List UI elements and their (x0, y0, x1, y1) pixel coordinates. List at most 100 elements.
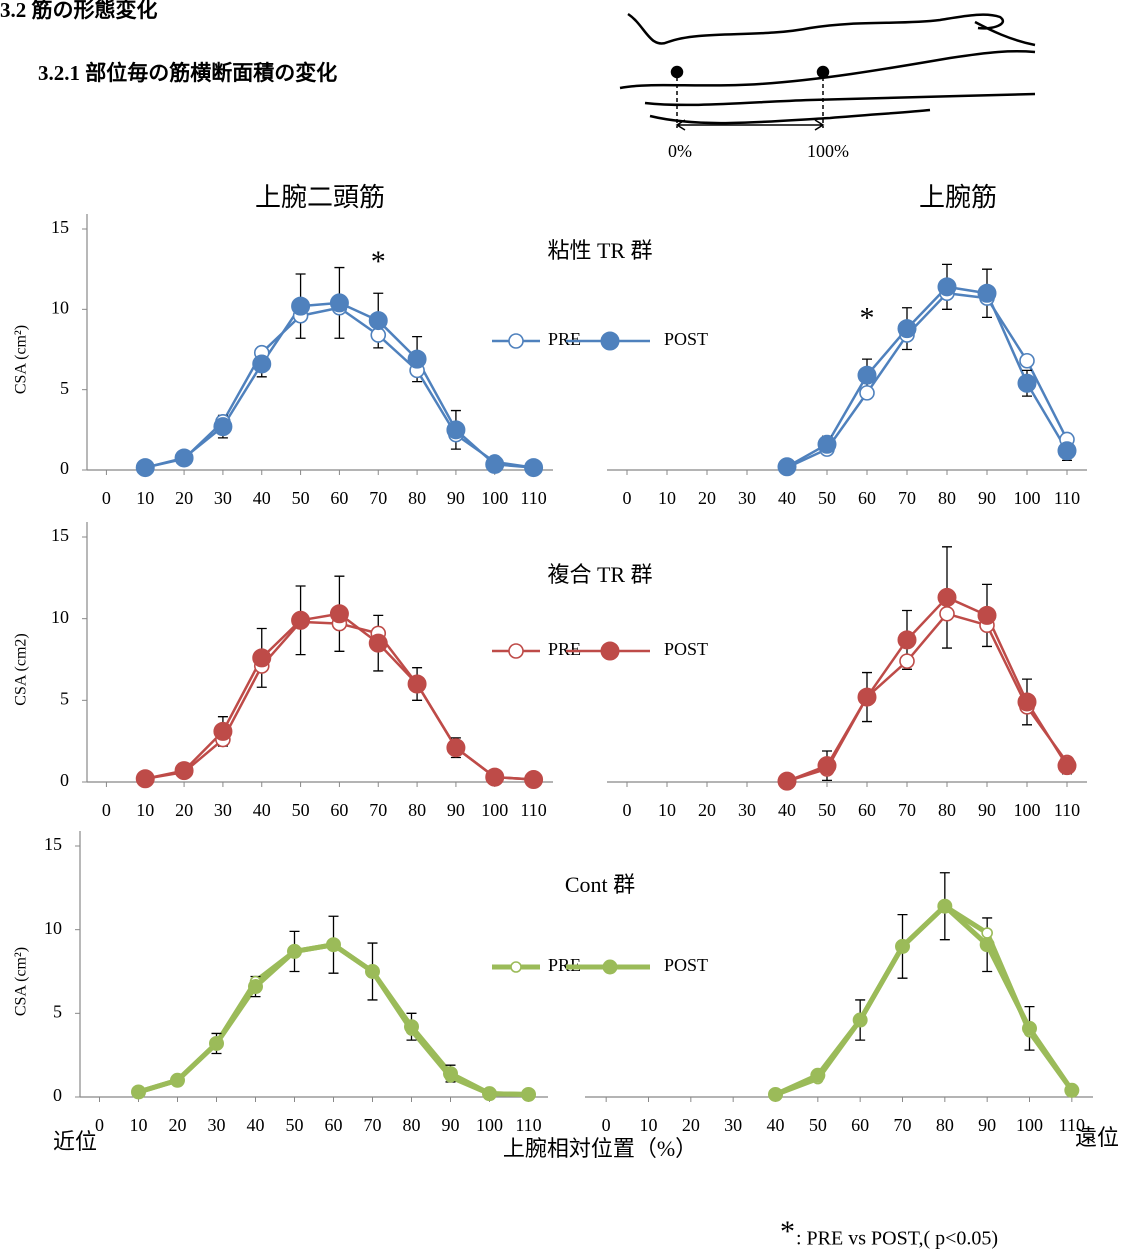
x-tick-label: 110 (520, 488, 546, 508)
marker (857, 365, 877, 385)
x-tick-label: 60 (858, 488, 876, 508)
x-tick-label: 110 (1054, 800, 1080, 820)
x-axis-title: 上腕相対位置（%） (503, 1136, 697, 1161)
marker (777, 771, 797, 791)
marker (329, 604, 349, 624)
marker (485, 454, 505, 474)
marker (329, 293, 349, 313)
series-line (786, 285, 1069, 468)
series-line (786, 596, 1069, 783)
x-tick-label: 20 (698, 488, 716, 508)
x-tick-label: 80 (936, 1115, 954, 1135)
marker (485, 767, 505, 787)
x-tick-label: 30 (208, 1115, 226, 1135)
x-tick-label: 40 (253, 800, 271, 820)
x-tick-label: 20 (175, 800, 193, 820)
marker (1022, 1020, 1037, 1036)
x-tick-label: 70 (364, 1115, 382, 1135)
legend-label: PRE (548, 329, 581, 349)
x-tick-label: 0 (102, 488, 111, 508)
marker (209, 1035, 224, 1051)
footnote: : PRE vs POST,( p<0.05) (796, 1228, 998, 1250)
legend-marker (600, 641, 620, 661)
marker (407, 674, 427, 694)
marker (135, 769, 155, 789)
marker (1057, 756, 1077, 776)
marker (1017, 692, 1037, 712)
x-tick-label: 50 (809, 1115, 827, 1135)
x-tick-label: 50 (292, 488, 310, 508)
y-tick-label: 10 (51, 607, 69, 627)
annotation: * (860, 301, 875, 334)
footnote-symbol: * (780, 1215, 795, 1248)
y-tick-label: 5 (60, 378, 69, 398)
x-tick-label: 60 (330, 800, 348, 820)
x-tick-label: 100 (481, 800, 508, 820)
marker (859, 385, 875, 401)
marker (521, 1086, 536, 1102)
legend-label: POST (664, 639, 708, 659)
marker (768, 1086, 783, 1102)
section-heading: 3.2 筋の形態変化 (0, 0, 158, 22)
legend-item: POST (566, 329, 708, 351)
x-tick-label: 70 (894, 1115, 912, 1135)
marker (326, 937, 341, 953)
x-tick-label: 90 (442, 1115, 460, 1135)
y-axis-title: CSA (cm2) (13, 633, 30, 705)
marker (407, 349, 427, 369)
x-tick-label: 10 (658, 800, 676, 820)
legend-marker (508, 333, 524, 349)
x-tick-label: 80 (408, 488, 426, 508)
marker (977, 283, 997, 303)
group-label: 粘性 TR 群 (547, 238, 652, 263)
x-tick-label: 100 (481, 488, 508, 508)
y-tick-label: 0 (60, 458, 69, 478)
marker (252, 648, 272, 668)
series-line (774, 903, 1074, 1097)
marker (443, 1066, 458, 1082)
legend-marker (510, 961, 522, 973)
x-tick-label: 20 (698, 800, 716, 820)
x-tick-label: 80 (938, 800, 956, 820)
x-tick-label: 10 (130, 1115, 148, 1135)
legend-item: POST (566, 955, 708, 975)
subsection-heading: 3.2.1 部位毎の筋横断面積の変化 (38, 61, 337, 85)
marker (937, 587, 957, 607)
marker (482, 1086, 497, 1102)
marker (981, 927, 993, 939)
column-title: 上腕筋 (919, 183, 997, 212)
series-line (786, 612, 1069, 783)
x-tick-label: 40 (247, 1115, 265, 1135)
x-tick-label: 60 (325, 1115, 343, 1135)
x-tick-label: 90 (978, 1115, 996, 1135)
x-tick-label: 60 (858, 800, 876, 820)
legend-marker (508, 643, 524, 659)
group-label: 複合 TR 群 (547, 562, 652, 587)
x-tick-label: 0 (95, 1115, 104, 1135)
marker (1017, 373, 1037, 393)
x-tick-label: 50 (292, 800, 310, 820)
x-tick-label: 40 (778, 488, 796, 508)
marker (897, 319, 917, 339)
x-tick-label: 60 (330, 488, 348, 508)
marker (446, 420, 466, 440)
x-tick-label: 30 (738, 488, 756, 508)
y-tick-label: 10 (51, 297, 69, 317)
y-tick-label: 5 (60, 688, 69, 708)
marker (939, 605, 955, 622)
legend-label: PRE (548, 955, 581, 975)
legend-marker (602, 959, 618, 975)
x-tick-label: 110 (515, 1115, 541, 1135)
marker (1064, 1082, 1080, 1098)
marker (897, 630, 917, 650)
legend-item: PRE (492, 955, 581, 975)
x-tick-label: 70 (898, 800, 916, 820)
x-tick-label: 30 (724, 1115, 742, 1135)
x-tick-label: 10 (136, 488, 154, 508)
x-tick-label: 70 (369, 488, 387, 508)
legend-label: POST (664, 329, 708, 349)
x-tick-label: 40 (253, 488, 271, 508)
marker (977, 605, 997, 625)
diagram-label: 0% (668, 141, 692, 161)
